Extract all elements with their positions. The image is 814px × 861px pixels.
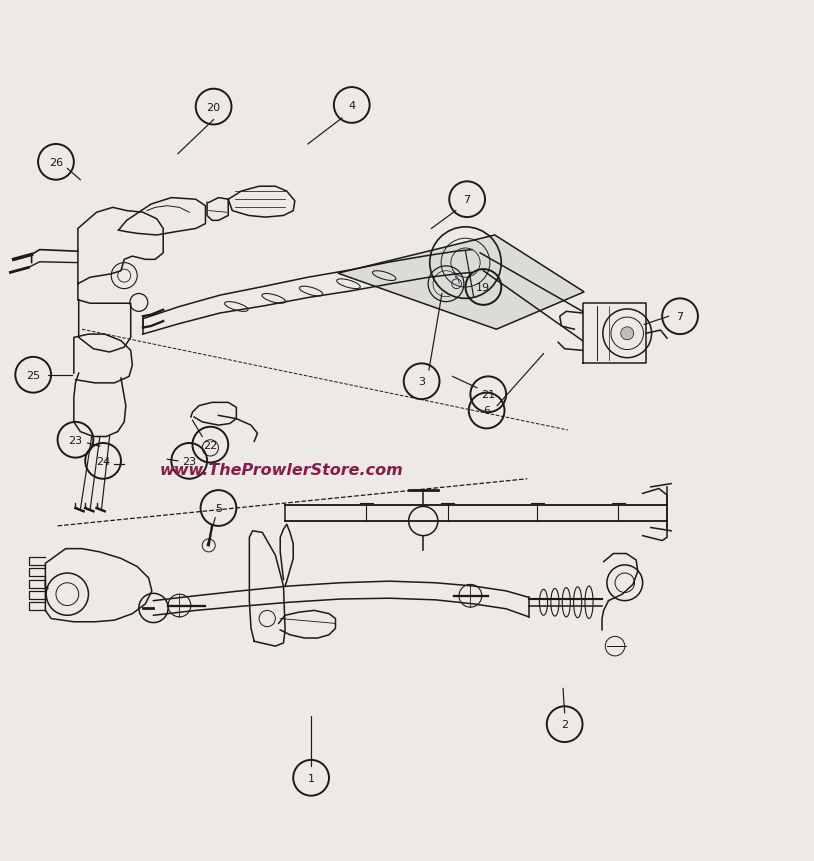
- Text: www.TheProwlerStore.com: www.TheProwlerStore.com: [160, 462, 403, 477]
- Text: 24: 24: [96, 456, 110, 467]
- Circle shape: [621, 327, 634, 340]
- Text: 7: 7: [463, 195, 470, 205]
- Text: 23: 23: [68, 436, 82, 445]
- Text: 26: 26: [49, 158, 63, 168]
- Text: 19: 19: [476, 282, 491, 293]
- Text: 20: 20: [207, 102, 221, 113]
- Text: 21: 21: [481, 390, 496, 400]
- Text: 2: 2: [561, 719, 568, 729]
- Text: 4: 4: [348, 101, 355, 111]
- Polygon shape: [338, 236, 584, 330]
- Text: 22: 22: [204, 440, 217, 450]
- Text: 1: 1: [308, 773, 315, 783]
- Text: 23: 23: [182, 456, 196, 467]
- Text: 6: 6: [484, 406, 490, 416]
- Text: 3: 3: [418, 377, 425, 387]
- Text: 25: 25: [26, 370, 40, 381]
- Text: 5: 5: [215, 504, 222, 513]
- Text: 7: 7: [676, 312, 684, 322]
